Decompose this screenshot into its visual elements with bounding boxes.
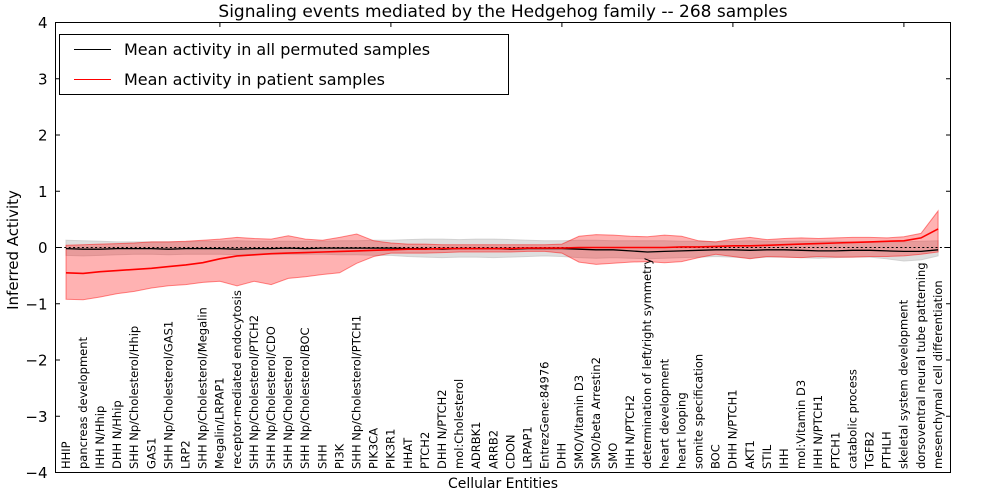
x-tick-label: SHH Np/Cholesterol/Megalin <box>196 307 210 469</box>
x-tick-label: AKT1 <box>743 440 757 469</box>
y-tick-label: 4 <box>38 14 48 32</box>
x-tick-label: IHH N/PTCH1 <box>811 395 825 469</box>
y-tick-label: 0 <box>38 239 48 257</box>
legend-entry-permuted: Mean activity in all permuted samples <box>60 36 508 64</box>
x-tick-label: PTHLH <box>880 431 894 469</box>
x-tick-label: IHH <box>777 448 791 469</box>
legend-box: Mean activity in all permuted samples Me… <box>59 34 509 95</box>
x-tick-label: SHH Np/Cholesterol/GAS1 <box>161 321 175 469</box>
patient-range-band <box>65 209 939 301</box>
x-tick-label: SMO/beta Arrestin2 <box>589 357 603 469</box>
x-tick-label: SHH Np/Cholesterol/PTCH2 <box>247 315 261 469</box>
permuted-line-swatch-icon <box>74 49 111 51</box>
x-tick-label: DHH N/PTCH1 <box>726 389 740 469</box>
patient-line-swatch-icon <box>74 78 111 80</box>
y-tick-label: −3 <box>25 408 47 426</box>
x-tick-label: DHH N/PTCH2 <box>435 389 449 469</box>
x-tick-label: EntrezGene:84976 <box>538 362 552 469</box>
x-tick-label: STIL <box>760 444 774 469</box>
x-tick-label: PIK3R1 <box>384 429 398 470</box>
legend-entry-patient: Mean activity in patient samples <box>60 65 508 93</box>
x-tick-label: TGFB2 <box>863 431 877 470</box>
x-tick-label: CDON <box>503 434 517 469</box>
y-tick-label: 1 <box>38 183 48 201</box>
chart-title: Signaling events mediated by the Hedgeho… <box>218 2 788 22</box>
x-tick-label: mol:Cholesterol <box>452 379 466 469</box>
x-tick-label: PTCH1 <box>828 432 842 469</box>
legend-label-patient: Mean activity in patient samples <box>124 69 385 89</box>
x-tick-label: somite specification <box>692 354 706 469</box>
x-tick-label: SHH Np/Cholesterol/BOC <box>298 327 312 469</box>
x-tick-label: skeletal system development <box>897 299 911 469</box>
x-tick-label: LRP2 <box>179 440 193 469</box>
x-tick-label: heart looping <box>674 392 688 469</box>
x-tick-label: PIK3CA <box>367 428 381 469</box>
patient-mean-line <box>65 228 939 275</box>
x-tick-label: SMO <box>606 443 620 469</box>
x-tick-label: DHH <box>555 443 569 469</box>
x-tick-label: GAS1 <box>144 438 158 469</box>
x-tick-label: BOC <box>709 444 723 469</box>
x-tick-label: HHAT <box>401 437 415 469</box>
x-tick-label: SMO/Vitamin D3 <box>572 375 586 469</box>
y-tick-label: −1 <box>25 295 47 313</box>
x-tick-label: mesenchymal cell differentiation <box>931 280 945 469</box>
x-tick-label: SHH <box>315 444 329 469</box>
x-tick-label: SHH Np/Cholesterol/PTCH1 <box>350 315 364 469</box>
y-tick-label: 2 <box>38 127 48 145</box>
x-tick-label: IHH N/PTCH2 <box>623 395 637 469</box>
x-tick-label: ARRB2 <box>486 430 500 469</box>
x-tick-label: ADRBK1 <box>469 422 483 469</box>
x-tick-label: pancreas development <box>76 336 90 469</box>
x-tick-label: IHH N/Hhip <box>93 406 107 469</box>
x-tick-label: DHH N/Hhip <box>110 400 124 469</box>
x-axis-label: Cellular Entities <box>447 476 559 492</box>
x-tick-label: receptor-mediated endocytosis <box>230 290 244 469</box>
permuted-range-band <box>65 238 939 262</box>
x-tick-label: mol:Vitamin D3 <box>794 380 808 469</box>
legend-label-permuted: Mean activity in all permuted samples <box>124 40 431 60</box>
y-tick-label: 3 <box>38 70 48 88</box>
x-tick-label: PI3K <box>332 443 346 469</box>
x-tick-label: Megalin/LRPAP1 <box>213 377 227 469</box>
x-tick-label: PTCH2 <box>418 432 432 469</box>
x-tick-label: heart development <box>657 358 671 469</box>
x-tick-label: determination of left/right symmetry <box>640 258 654 469</box>
x-tick-label: HHIP <box>59 441 73 469</box>
x-tick-label: SHH Np/Cholesterol/Hhip <box>127 326 141 469</box>
x-tick-label: SHH Np/Cholesterol/CDO <box>264 326 278 469</box>
x-tick-label: dorsoventral neural tube patterning <box>914 262 928 469</box>
x-tick-label: LRPAP1 <box>521 426 535 469</box>
x-tick-label: SHH Np/Cholesterol <box>281 356 295 469</box>
x-tick-label: catabolic process <box>845 369 859 469</box>
y-tick-label: −4 <box>25 464 47 482</box>
y-tick-label: −2 <box>25 352 47 370</box>
